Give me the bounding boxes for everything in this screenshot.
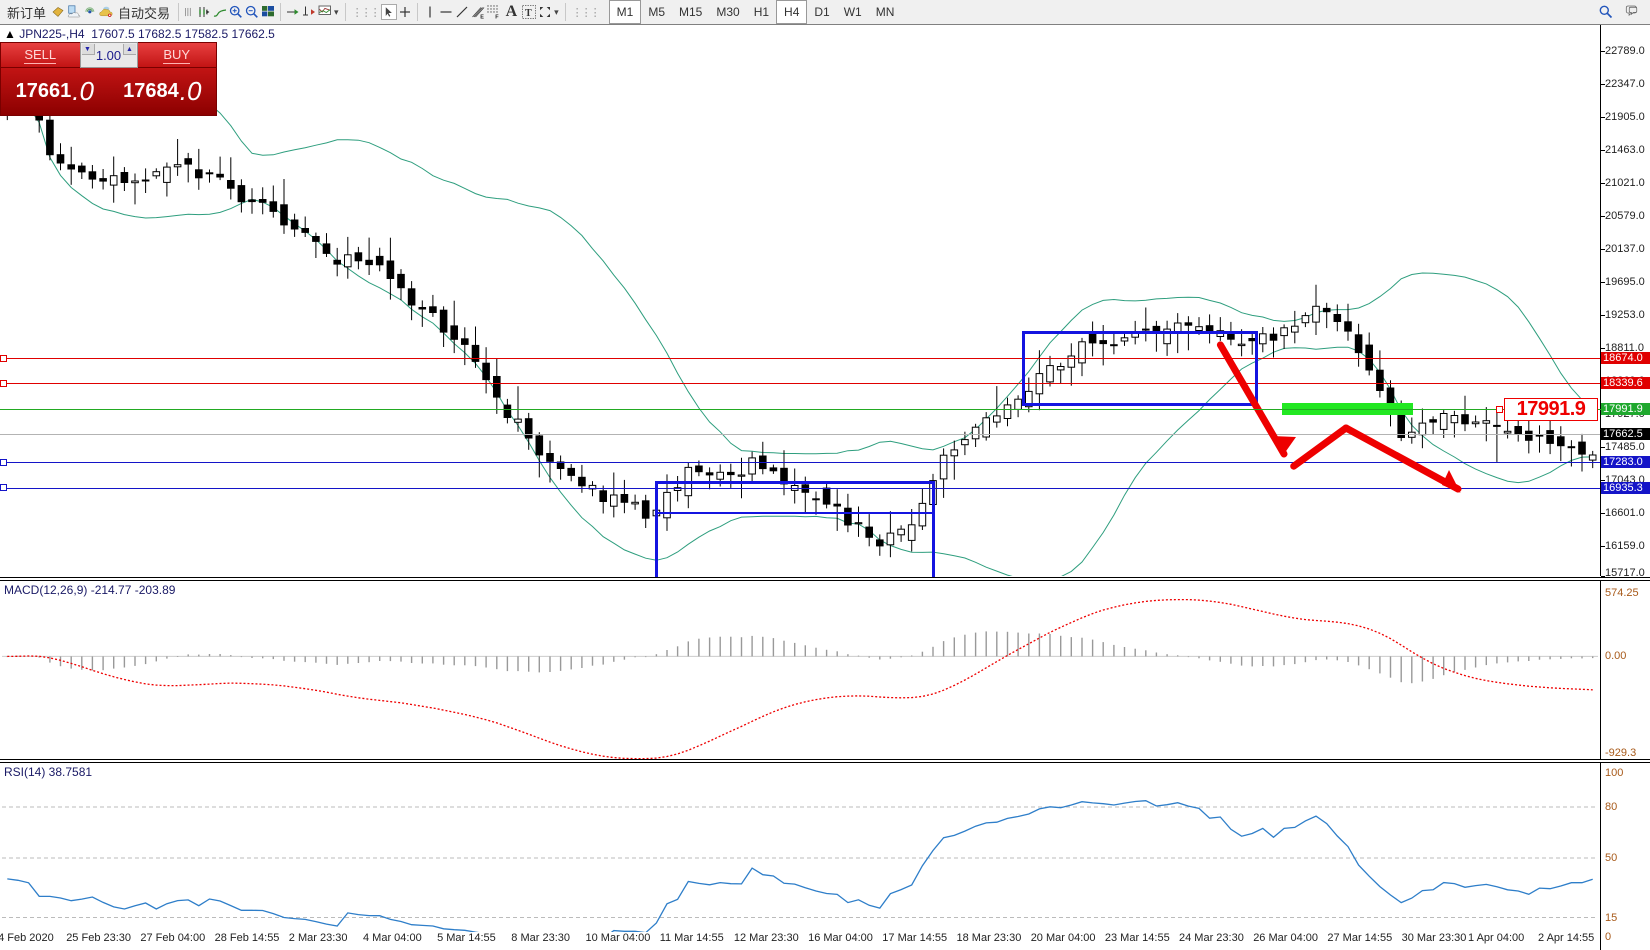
svg-text:T: T bbox=[525, 8, 532, 19]
svg-text:E: E bbox=[480, 15, 484, 21]
svg-text:F: F bbox=[495, 15, 499, 21]
